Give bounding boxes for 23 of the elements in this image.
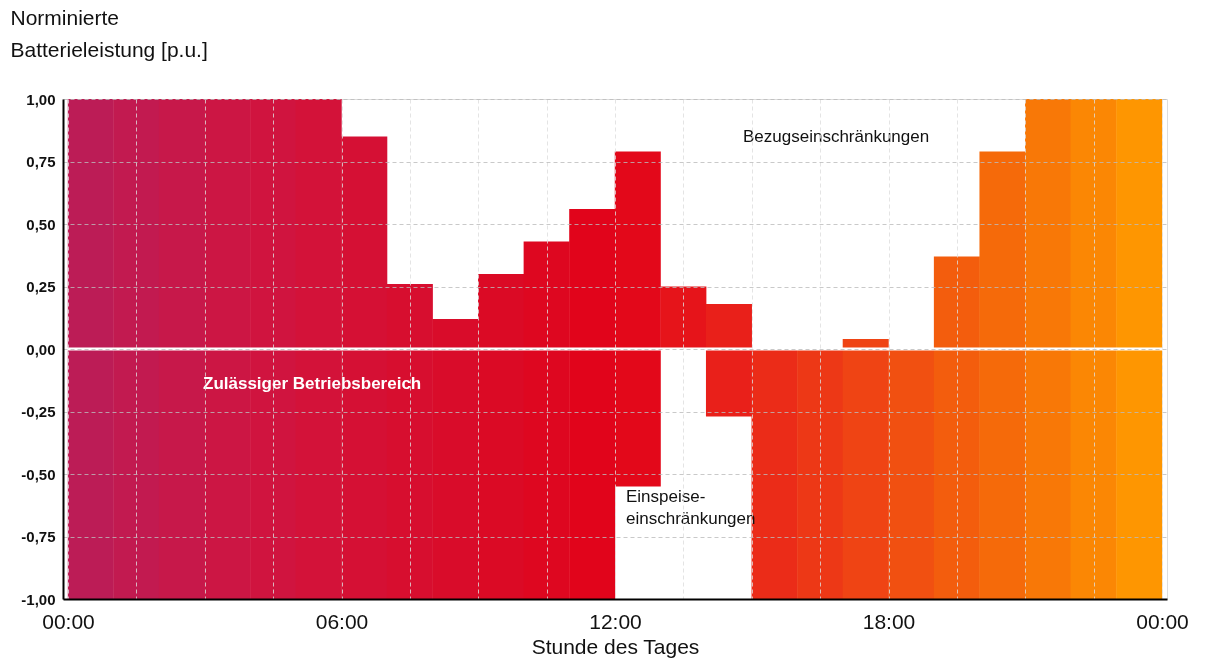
x-tick-label: 18:00 bbox=[862, 609, 916, 633]
y-tick-label: 0,25 bbox=[26, 278, 56, 295]
bar bbox=[979, 151, 1026, 599]
y-tick-label: -0,50 bbox=[21, 465, 56, 483]
bar bbox=[1116, 99, 1163, 599]
y-tick-label: 1,00 bbox=[26, 90, 56, 108]
annotation: Bezugseinschränkungen bbox=[743, 127, 930, 146]
bar bbox=[1070, 99, 1117, 599]
annotation: Zulässiger Betriebsbereich bbox=[203, 374, 422, 393]
x-tick-label: 06:00 bbox=[315, 609, 369, 633]
x-tick-label: 00:00 bbox=[1136, 609, 1189, 633]
y-tick-label: 0,50 bbox=[26, 215, 56, 233]
y-tick-label: -0,25 bbox=[21, 403, 56, 420]
y-tick-label: 0,75 bbox=[26, 153, 56, 170]
x-tick-label: 00:00 bbox=[42, 609, 95, 633]
bar bbox=[933, 256, 980, 599]
y-tick-label: -1,00 bbox=[21, 590, 56, 608]
y-tick-label: 0,00 bbox=[26, 340, 56, 358]
x-axis-title: Stunde des Tages bbox=[531, 634, 700, 658]
bar bbox=[1025, 99, 1072, 599]
x-tick-label: 12:00 bbox=[589, 609, 642, 633]
y-tick-label: -0,75 bbox=[21, 528, 56, 545]
y-axis-title: Norminierte Batterieleistung [p.u.] bbox=[10, 5, 208, 61]
